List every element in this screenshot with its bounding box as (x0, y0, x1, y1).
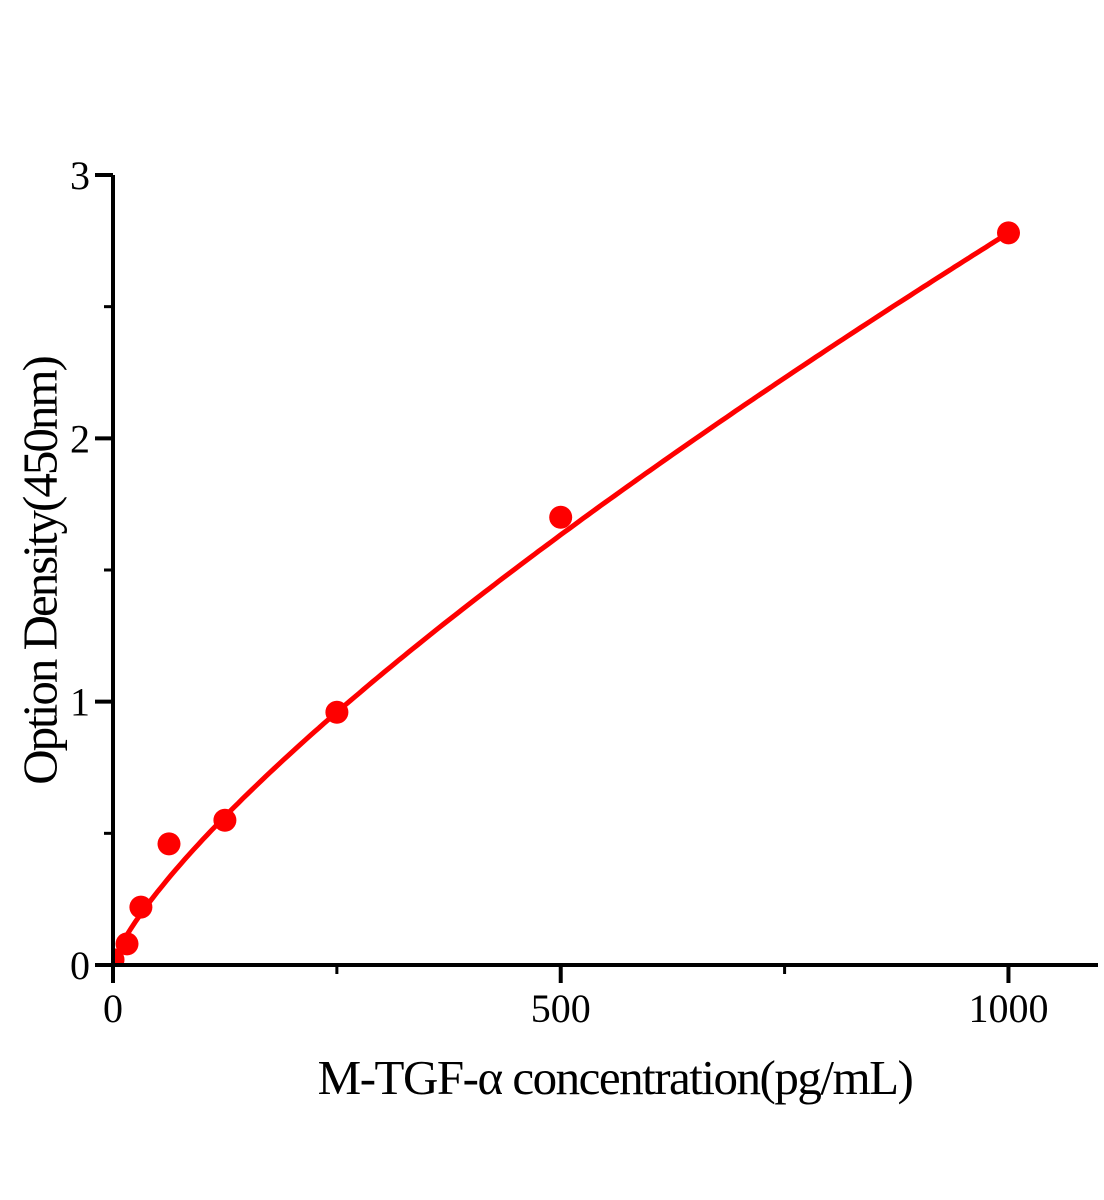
data-point (129, 895, 153, 919)
x-tick-label: 0 (103, 986, 123, 1031)
fit-curve (114, 230, 1011, 964)
data-point (997, 221, 1020, 245)
data-point (325, 700, 349, 724)
x-tick-label: 500 (531, 986, 591, 1031)
data-point (114, 948, 125, 964)
data-point (549, 505, 573, 529)
data-point (157, 832, 181, 856)
plot-area (114, 221, 1020, 964)
x-axis-title: M-TGF-α concentration(pg/mL) (317, 1050, 914, 1105)
y-tick-label: 0 (70, 943, 90, 988)
y-tick-label: 1 (70, 680, 90, 725)
data-point (115, 932, 139, 956)
x-tick-label: 1000 (968, 986, 1048, 1031)
data-point (213, 808, 237, 832)
y-tick-label: 3 (70, 153, 90, 198)
y-axis-title: Option Density(450nm) (12, 357, 68, 785)
y-tick-label: 2 (70, 416, 90, 461)
